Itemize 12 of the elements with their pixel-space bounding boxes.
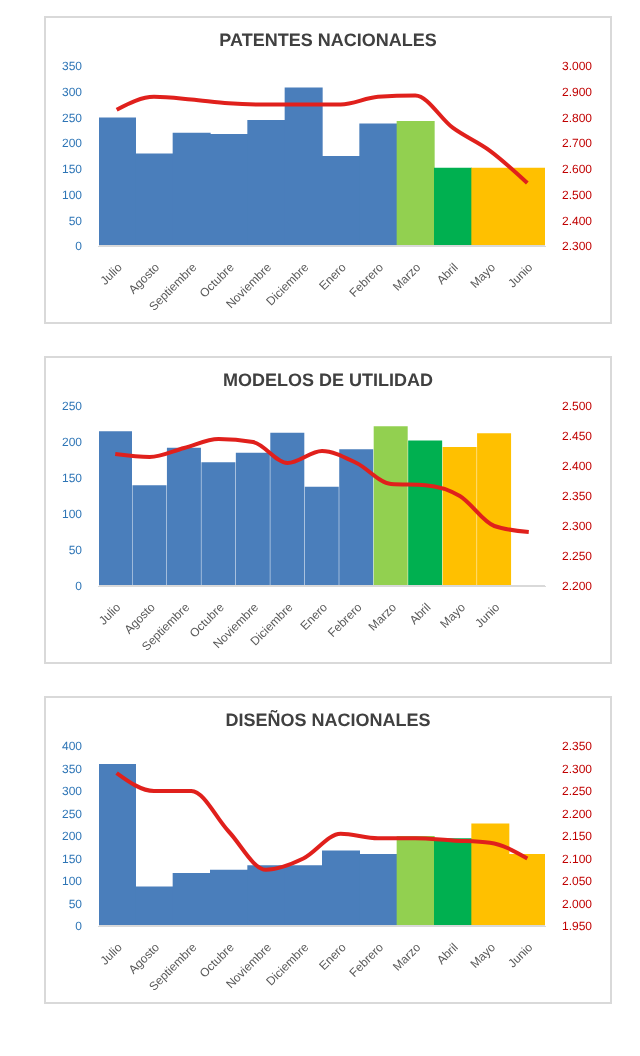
bar (434, 838, 472, 926)
line-series (114, 771, 530, 872)
bar (408, 440, 443, 586)
line-series (113, 437, 531, 534)
bar (396, 836, 435, 926)
bar (434, 167, 472, 246)
line-series (114, 93, 530, 185)
chart-title: MODELOS DE UTILIDAD (221, 368, 435, 394)
chart-title: PATENTES NACIONALES (217, 28, 439, 54)
bar (396, 121, 435, 246)
chart-title: DISEÑOS NACIONALES (223, 708, 433, 734)
bar (373, 426, 408, 586)
